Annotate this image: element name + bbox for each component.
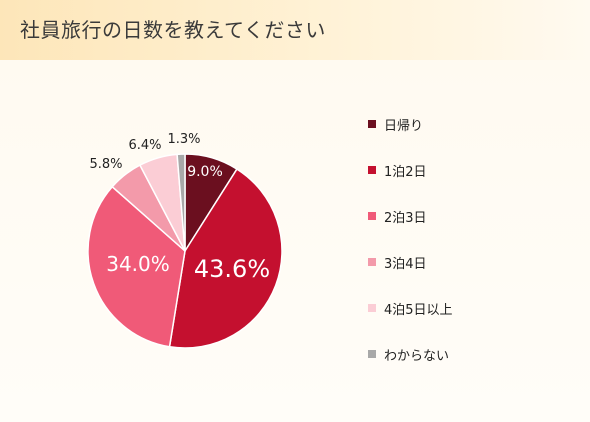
legend-label-2: 1泊2日 [384,164,427,180]
header-band: 社員旅行の日数を教えてください [0,0,590,60]
pie-slice-2 [168,168,283,349]
legend-item-3: 2泊3日 [368,206,427,226]
legend-item-5: 4泊5日以上 [368,298,453,318]
data-label-3: 34.0% [106,252,170,276]
legend-swatch-1 [368,120,376,128]
legend-swatch-2 [368,166,376,174]
legend-label-6: わからない [384,348,450,364]
legend-label-5: 4泊5日以上 [384,302,453,318]
legend-item-4: 3泊4日 [368,252,427,272]
data-label-2: 43.6% [194,255,270,283]
data-label-5: 6.4% [128,138,161,153]
legend-label-1: 日帰り [384,118,424,134]
legend-swatch-5 [368,304,376,312]
data-label-1: 9.0% [187,164,223,180]
chart-title: 社員旅行の日数を教えてください [20,18,326,42]
pie-slice-6 [176,153,186,252]
legend-item-2: 1泊2日 [368,160,427,180]
legend-swatch-4 [368,258,376,266]
legend-label-3: 2泊3日 [384,210,427,226]
legend-swatch-6 [368,350,376,358]
legend-item-6: わからない [368,344,449,364]
legend-item-1: 日帰り [368,114,423,134]
data-label-4: 5.8% [89,157,122,172]
pie-slice-3 [87,185,186,348]
data-label-6: 1.3% [167,132,200,147]
legend-swatch-3 [368,212,376,220]
legend-label-4: 3泊4日 [384,256,427,272]
